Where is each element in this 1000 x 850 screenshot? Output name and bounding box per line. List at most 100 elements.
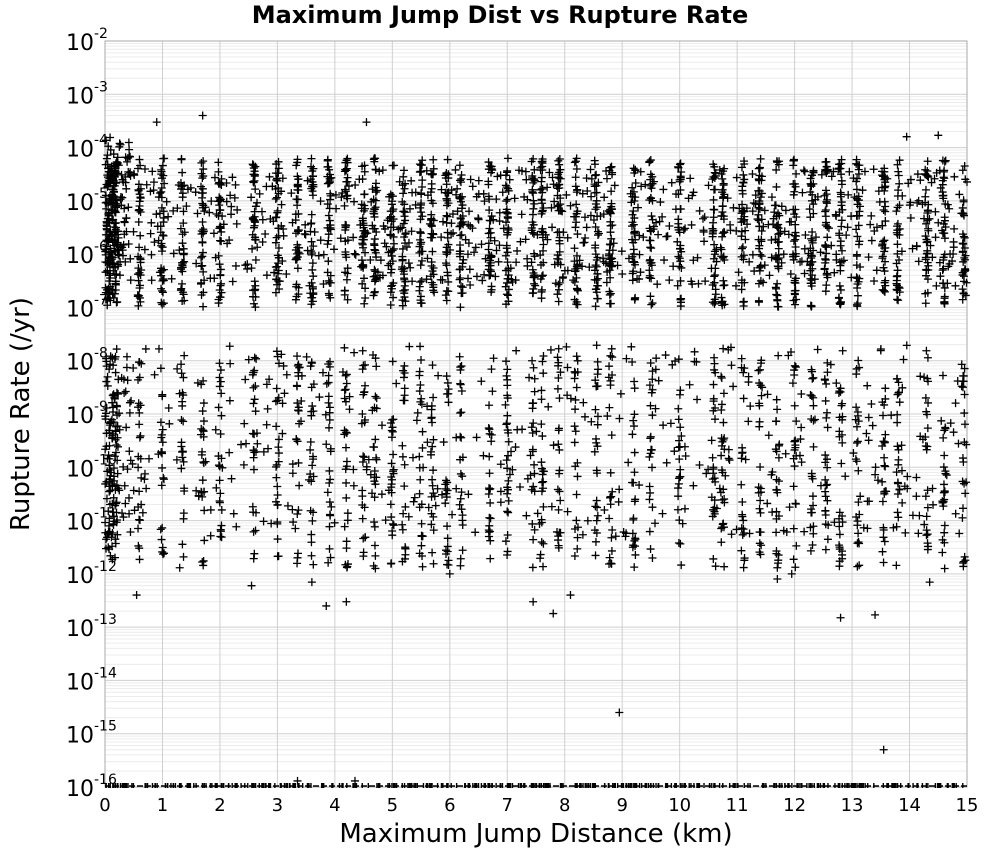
data-point [261, 230, 270, 239]
data-point [263, 404, 272, 413]
data-point [823, 165, 832, 174]
data-point [939, 433, 948, 442]
data-point [485, 469, 494, 478]
data-point [443, 212, 452, 221]
data-point [572, 352, 581, 361]
data-point [370, 518, 379, 527]
data-point [821, 475, 830, 484]
data-point [549, 441, 558, 450]
data-point [272, 473, 281, 482]
data-point [398, 244, 407, 253]
data-point [941, 467, 950, 476]
data-point [797, 257, 806, 266]
data-point [417, 500, 426, 509]
data-point [836, 613, 845, 622]
data-point [804, 249, 813, 258]
data-point [252, 198, 261, 207]
data-point [912, 473, 921, 482]
data-point [775, 211, 784, 220]
data-point [273, 269, 282, 278]
data-point [529, 230, 538, 239]
data-point [719, 435, 728, 444]
data-point [958, 203, 967, 212]
data-point [258, 238, 267, 247]
data-point [959, 371, 968, 380]
data-point [940, 488, 949, 497]
data-point [918, 435, 927, 444]
data-point [838, 438, 847, 447]
data-point [606, 351, 615, 360]
data-point [233, 205, 242, 214]
data-point [496, 498, 505, 507]
data-point [538, 207, 547, 216]
data-point [279, 225, 288, 234]
data-point [102, 535, 111, 544]
data-point [486, 536, 495, 545]
data-point [273, 552, 282, 561]
data-point [693, 395, 702, 404]
data-point [539, 502, 548, 511]
data-point [923, 171, 932, 180]
data-point [648, 463, 657, 472]
data-point [282, 270, 291, 279]
data-point [248, 160, 257, 169]
data-point [591, 205, 600, 214]
data-point [923, 249, 932, 258]
x-axis-ticks: 0 1 2 3 4 5 6 7 8 9 10 11 12 13 14 15 [99, 795, 978, 816]
data-point [764, 431, 773, 440]
data-point [839, 256, 848, 265]
data-point [604, 373, 613, 382]
data-point [710, 295, 719, 304]
data-point [628, 276, 637, 285]
data-point [949, 243, 958, 252]
data-point [400, 482, 409, 491]
data-point [153, 222, 162, 231]
data-point [906, 214, 915, 222]
data-point [273, 491, 282, 500]
data-point [777, 202, 786, 211]
data-point [271, 263, 280, 272]
data-point [607, 344, 616, 353]
data-point [639, 233, 648, 242]
data-point [821, 545, 830, 554]
data-point [324, 236, 333, 245]
data-point [719, 418, 728, 427]
data-point [606, 299, 615, 308]
data-point [370, 522, 379, 531]
data-point [773, 563, 782, 572]
data-point [175, 563, 184, 572]
data-point [157, 239, 166, 248]
data-point [529, 399, 538, 408]
data-point [606, 289, 615, 298]
data-point [442, 286, 451, 295]
data-point [508, 278, 517, 287]
data-point [772, 546, 781, 555]
data-point [718, 208, 727, 217]
data-point [272, 384, 281, 393]
data-point [325, 291, 334, 300]
data-point [399, 509, 408, 518]
data-point [756, 463, 765, 472]
data-point [456, 178, 465, 187]
data-point [553, 353, 562, 362]
data-point [111, 426, 120, 435]
data-point [800, 244, 809, 253]
data-point [344, 560, 353, 569]
data-point [495, 217, 504, 226]
data-point [879, 558, 888, 567]
data-point [767, 470, 776, 479]
data-point [774, 559, 783, 568]
data-point [781, 449, 790, 458]
data-point [607, 431, 616, 440]
data-point [407, 227, 416, 236]
data-point [526, 451, 535, 460]
data-point [717, 374, 726, 383]
data-point [852, 403, 861, 412]
data-point [210, 173, 219, 182]
data-point [443, 378, 452, 387]
data-point [227, 474, 236, 483]
data-point [709, 505, 718, 514]
data-point [741, 235, 750, 244]
data-point [950, 172, 959, 181]
data-point [789, 205, 798, 214]
